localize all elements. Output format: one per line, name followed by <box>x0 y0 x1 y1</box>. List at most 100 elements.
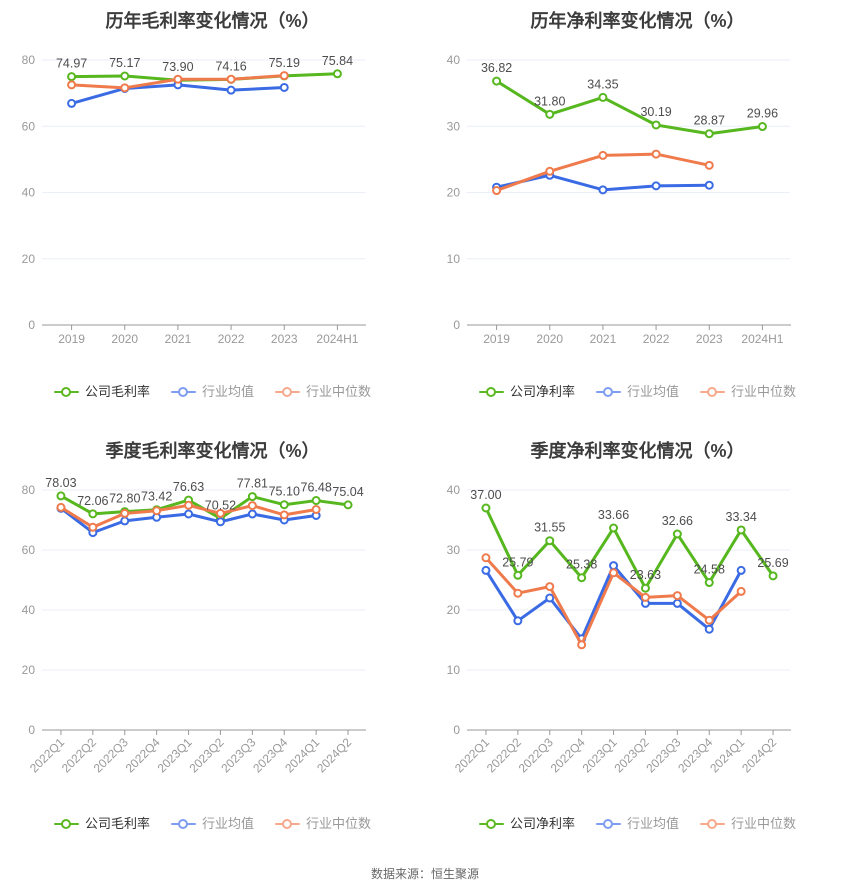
y-tick-label: 0 <box>28 318 35 332</box>
data-point-company <box>672 529 682 539</box>
x-tick-label: 2023 <box>696 332 723 346</box>
chart-title: 季度毛利率变化情况（%） <box>105 440 319 461</box>
x-tick-label: 2024H1 <box>741 332 783 346</box>
legend-line-marker-icon <box>478 386 504 399</box>
legend-quarterly-gross-margin: 公司毛利率 行业均值 行业中位数 <box>0 814 425 834</box>
data-point-industry-median <box>184 500 194 510</box>
x-tick-label: 2019 <box>58 332 85 346</box>
y-tick-label: 80 <box>22 483 36 497</box>
legend-line-marker-icon <box>275 818 300 831</box>
legend-line-marker-icon <box>275 386 300 399</box>
legend-item-industry-median[interactable]: 行业中位数 <box>275 385 371 399</box>
data-point-company <box>757 122 767 132</box>
x-tick-label: 2023Q4 <box>675 735 715 775</box>
x-tick-label: 2023Q2 <box>186 735 226 775</box>
annual-net-margin-plot: 历年净利率变化情况（%） 0 10 20 30 40 2019 2020 2021 2022 202… <box>447 10 791 346</box>
point-value-label: 37.00 <box>470 488 501 502</box>
data-point-company <box>513 570 523 580</box>
point-value-label: 25.69 <box>757 556 788 570</box>
legend-label: 行业中位数 <box>731 816 797 831</box>
legend-annual-net-margin: 公司净利率 行业均值 行业中位数 <box>425 382 850 402</box>
x-tick-label: 2023Q1 <box>580 735 620 775</box>
legend-line-marker-icon <box>700 818 725 831</box>
legend-item-industry-median[interactable]: 行业中位数 <box>700 817 796 831</box>
data-point-industry-avg <box>247 509 257 519</box>
y-tick-label: 30 <box>447 119 461 133</box>
legend-label: 行业均值 <box>201 384 254 399</box>
legend-item-company[interactable]: 公司毛利率 <box>53 816 150 831</box>
data-point-industry-median <box>279 510 289 520</box>
x-tick-label: 2019 <box>483 332 510 346</box>
x-tick-label: 2020 <box>111 332 138 346</box>
data-point-company <box>577 573 587 583</box>
data-point-company <box>768 571 778 581</box>
y-tick-label: 0 <box>28 723 35 737</box>
point-value-label: 75.19 <box>269 56 300 70</box>
legend-item-industry-avg[interactable]: 行业均值 <box>595 384 679 399</box>
data-point-industry-median <box>704 615 714 625</box>
legend-label: 公司净利率 <box>509 384 575 399</box>
point-value-label: 78.03 <box>45 476 76 490</box>
data-point-industry-avg <box>120 516 130 526</box>
legend-item-industry-avg[interactable]: 行业均值 <box>595 817 679 831</box>
y-tick-label: 10 <box>447 663 461 677</box>
x-tick-label: 2024Q2 <box>739 735 779 775</box>
point-value-label: 75.10 <box>269 485 300 499</box>
legend-item-company[interactable]: 公司净利率 <box>478 816 575 831</box>
data-point-industry-median <box>492 186 502 196</box>
data-point-industry-avg <box>672 598 682 608</box>
x-tick-label: 2022Q1 <box>27 735 67 775</box>
data-point-company <box>704 129 714 139</box>
legend-label: 行业中位数 <box>306 816 372 831</box>
y-tick-label: 20 <box>447 603 461 617</box>
legend-line-marker-icon <box>595 386 621 399</box>
legend-item-industry-median[interactable]: 行业中位数 <box>275 817 371 831</box>
data-point-company <box>736 525 746 535</box>
point-value-label: 75.17 <box>109 56 140 70</box>
legend-label: 公司净利率 <box>509 816 575 831</box>
legend-line-marker-icon <box>700 386 725 399</box>
legend-label: 公司毛利率 <box>84 816 150 831</box>
legend-item-industry-median[interactable]: 行业中位数 <box>700 385 796 399</box>
data-point-industry-median <box>577 640 587 650</box>
data-point-industry-avg <box>226 85 236 95</box>
point-value-label: 29.96 <box>747 107 778 121</box>
x-tick-label: 2022 <box>218 332 245 346</box>
legend-item-industry-avg[interactable]: 行业均值 <box>170 817 254 831</box>
y-tick-label: 20 <box>22 663 36 677</box>
data-point-industry-median <box>88 522 98 532</box>
data-point-industry-median <box>481 553 491 563</box>
series-line-company <box>484 506 775 590</box>
quarterly-net-margin-plot: 季度净利率变化情况（%）0102030402022Q12022Q22022Q32… <box>447 440 791 775</box>
point-value-label: 70.52 <box>205 498 236 512</box>
legend-label: 行业均值 <box>626 384 679 399</box>
x-tick-label: 2022Q3 <box>516 735 556 775</box>
chart-title: 历年毛利率变化情况（%） <box>105 10 319 31</box>
data-point-company <box>120 71 130 81</box>
x-tick-label: 2022Q1 <box>452 735 492 775</box>
y-tick-label: 60 <box>22 543 36 557</box>
x-tick-label: 2023 <box>271 332 298 346</box>
data-point-industry-median <box>247 501 257 511</box>
x-tick-label: 2024Q1 <box>282 735 322 775</box>
data-point-company <box>704 578 714 588</box>
data-point-company <box>640 583 650 593</box>
point-value-label: 25.38 <box>566 558 597 572</box>
point-value-label: 33.34 <box>726 510 757 524</box>
chart-quarterly-net-margin: 季度净利率变化情况（%） 0 10 20 30 40 2022Q1 2022Q2 2022Q3 2… <box>425 430 850 855</box>
y-tick-label: 0 <box>453 723 460 737</box>
data-point-company <box>279 500 289 510</box>
data-point-industry-median <box>173 74 183 84</box>
point-value-label: 34.35 <box>587 77 618 91</box>
x-tick-label: 2022Q2 <box>484 735 524 775</box>
legend-item-company[interactable]: 公司净利率 <box>478 384 575 399</box>
legend-item-company[interactable]: 公司毛利率 <box>53 385 150 399</box>
chart-title: 季度净利率变化情况（%） <box>530 440 744 461</box>
chart-annual-gross-margin: 历年毛利率变化情况（%） 0 20 40 60 80 2019 2020 2021 2022 202… <box>0 0 425 430</box>
point-value-label: 24.58 <box>694 563 725 577</box>
point-value-label: 75.84 <box>322 54 353 68</box>
legend-item-industry-avg[interactable]: 行业均值 <box>170 384 254 399</box>
x-tick-label: 2021 <box>590 332 617 346</box>
y-tick-label: 0 <box>453 318 460 332</box>
data-point-industry-median <box>704 160 714 170</box>
